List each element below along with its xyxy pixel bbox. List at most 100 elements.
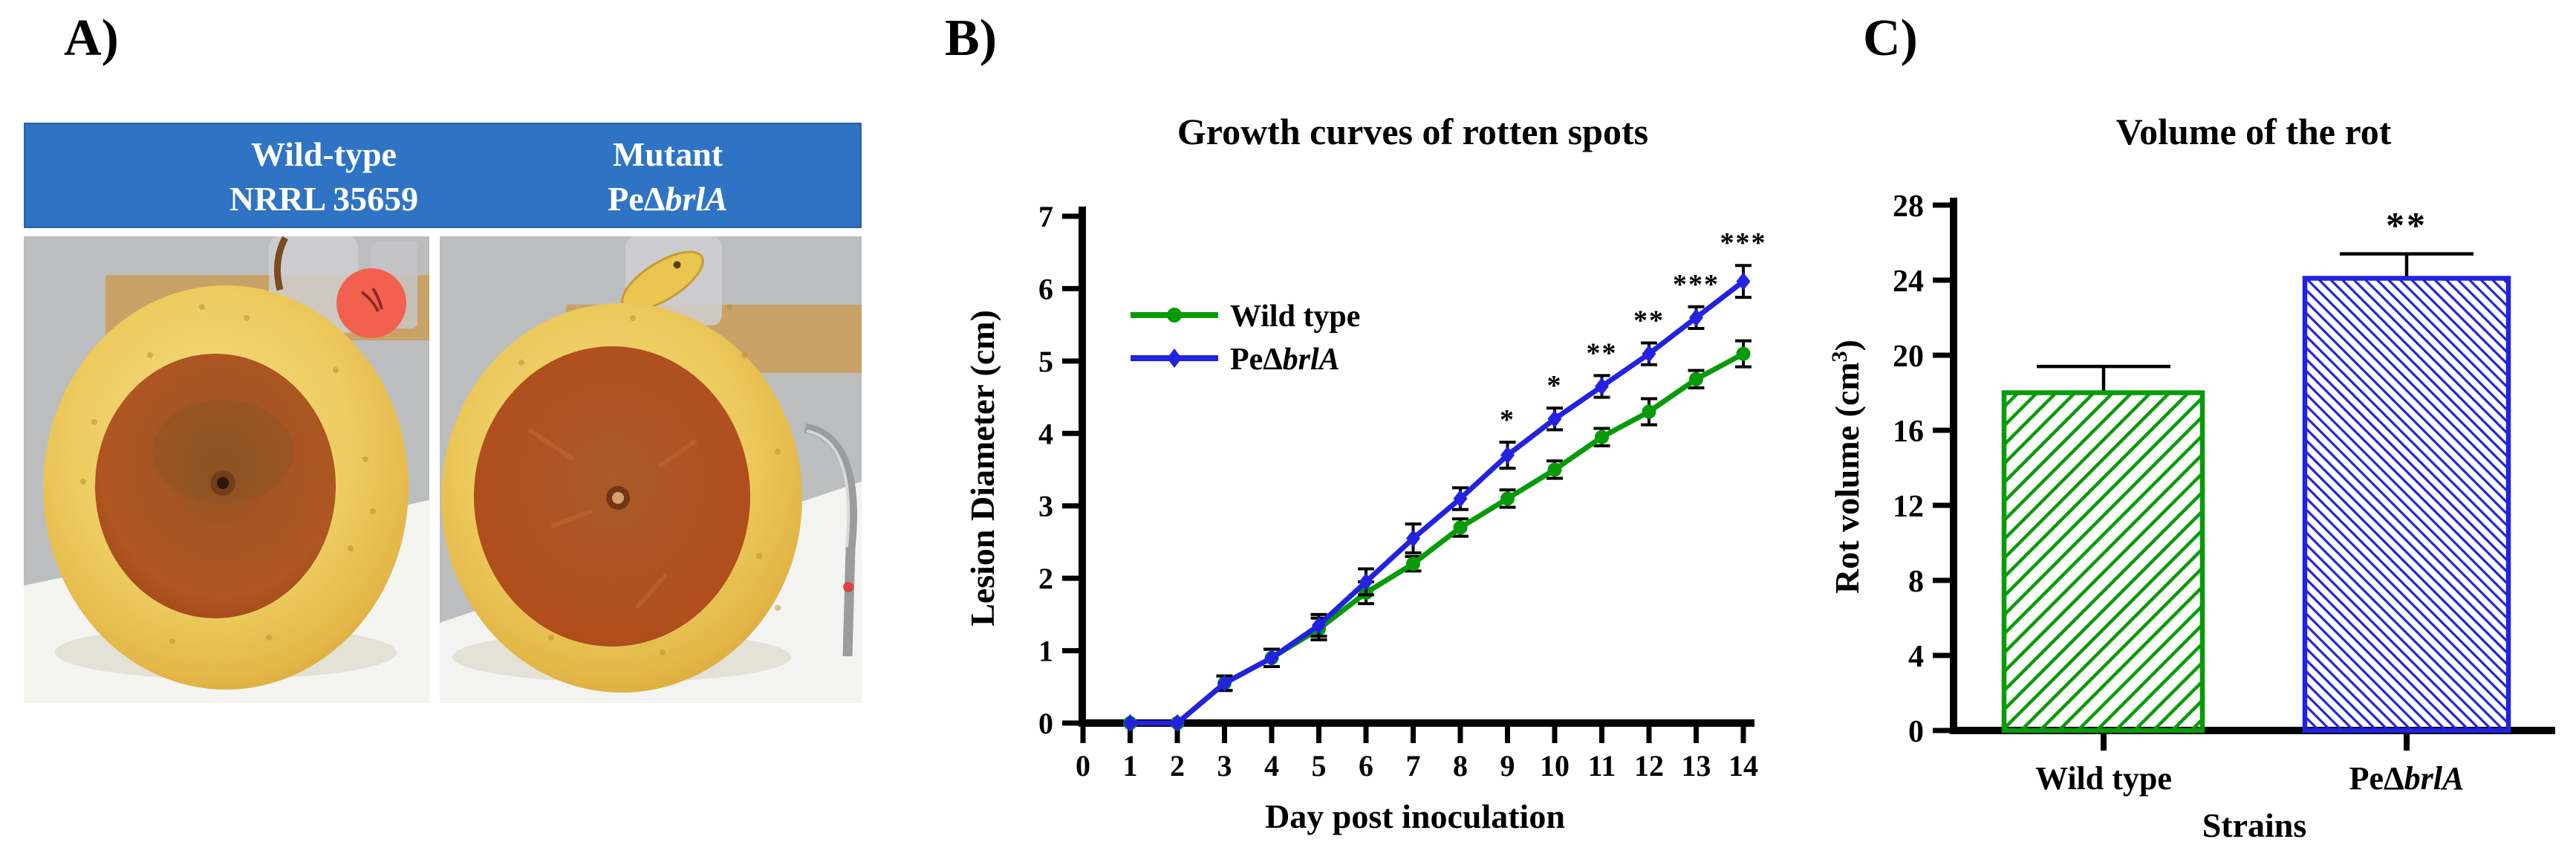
mutant-apple-photo	[440, 236, 862, 703]
rot-dark-patch	[152, 400, 293, 504]
header-mutant-strain: PeΔbrlA	[608, 179, 728, 218]
x-axis-title: Strains	[2202, 806, 2307, 844]
significance-stars: *	[1500, 404, 1515, 435]
data-point	[1547, 462, 1562, 477]
red-laser-dot	[843, 582, 853, 592]
y-tick-label: 20	[1893, 340, 1924, 374]
data-point	[1736, 272, 1751, 291]
x-tick-label: 2	[1170, 749, 1185, 783]
legend-entry: Wild type	[1131, 299, 1360, 334]
data-point	[1359, 573, 1373, 592]
data-point	[1312, 616, 1326, 635]
y-axis-title: Lesion Diameter (cm)	[963, 310, 1001, 626]
x-tick-label: 7	[1406, 749, 1421, 783]
series-line	[1130, 279, 1746, 726]
inoculation-dot	[612, 492, 624, 504]
data-point	[1406, 529, 1420, 548]
wild-type-bar	[2001, 390, 2205, 733]
strain-header-bar	[24, 123, 862, 228]
y-tick-label: 7	[1038, 200, 1053, 233]
x-tick-label: 6	[1359, 749, 1373, 783]
rot-wrinkles	[527, 427, 697, 609]
y-tick-label: 5	[1038, 345, 1053, 378]
x-tick-label: 13	[1682, 749, 1711, 783]
data-point	[1736, 346, 1751, 361]
chrome-handle	[804, 423, 857, 657]
significance-stars: **	[1633, 305, 1665, 336]
panel-c-label: C)	[1863, 10, 1918, 67]
panel-a-label: A)	[64, 10, 119, 67]
legend-marker-diamond	[1167, 349, 1182, 368]
y-tick-label: 4	[1908, 640, 1924, 674]
significance-stars: ***	[1673, 269, 1720, 300]
header-mutant-line1: Mutant	[612, 135, 723, 173]
sticker-writing	[360, 287, 383, 312]
x-tick-label: 11	[1588, 749, 1616, 783]
legend-label: PeΔbrlA	[1230, 343, 1340, 377]
legend-label: Wild type	[1230, 299, 1360, 334]
y-tick-label: 12	[1893, 490, 1924, 524]
x-tick-label: 9	[1500, 749, 1515, 783]
data-point	[1406, 557, 1420, 571]
y-tick-label: 24	[1893, 265, 1924, 299]
x-tick-label: 3	[1217, 749, 1232, 783]
rot-volume-chart: 0 4 8 12 16 20 24 28 Rot volume (cm3) Wild type **…	[1827, 189, 2555, 844]
mutant-series: ************	[1123, 227, 1767, 732]
y-tick-label: 6	[1038, 272, 1053, 305]
x-tick-label: 12	[1634, 749, 1664, 783]
significance-stars: **	[2386, 204, 2427, 246]
data-point	[1453, 489, 1468, 508]
data-point	[1689, 372, 1703, 386]
header-wildtype-line2: NRRL 35659	[229, 179, 419, 218]
x-axis-title: Day post inoculation	[1265, 797, 1565, 835]
data-point	[1642, 404, 1656, 419]
significance-stars: *	[1547, 370, 1563, 401]
x-tick-label: 0	[1076, 749, 1090, 783]
data-point	[1642, 345, 1656, 363]
wildtype-apple-photo	[24, 236, 429, 703]
bar-chart-title: Volume of the rot	[2115, 111, 2392, 152]
data-point	[1547, 409, 1562, 428]
x-tick-label: 4	[1264, 749, 1279, 783]
x-tick-label: 1	[1123, 749, 1138, 783]
y-axis-title: Rot volume (cm3)	[1827, 340, 1866, 594]
x-tick-label: 10	[1540, 749, 1570, 783]
line-chart-title: Growth curves of rotten spots	[1177, 111, 1649, 152]
legend-entry: PeΔbrlA	[1131, 343, 1340, 377]
y-tick-label: 4	[1038, 417, 1053, 450]
data-point	[1264, 649, 1279, 667]
data-point	[1170, 714, 1185, 732]
wild-type-series	[1123, 339, 1752, 730]
y-tick-label: 0	[1038, 707, 1053, 740]
data-point	[1500, 446, 1515, 464]
y-tick-label: 0	[1908, 715, 1924, 749]
panel-b-label: B)	[945, 10, 997, 67]
data-point	[1500, 491, 1515, 506]
data-point	[1453, 520, 1468, 535]
apple-freckles	[489, 304, 781, 655]
y-tick-label: 16	[1893, 415, 1924, 449]
x-tick-label: 8	[1453, 749, 1468, 783]
mutant-bar	[2302, 276, 2511, 733]
y-tick-label: 3	[1038, 490, 1053, 523]
category-label: PeΔbrlA	[2349, 760, 2465, 797]
y-tick-label: 2	[1038, 562, 1053, 595]
apple-stem	[273, 236, 289, 291]
significance-stars: **	[1587, 337, 1618, 369]
data-point	[1595, 377, 1609, 395]
x-tick-label: 5	[1312, 749, 1327, 783]
x-tick-label: 14	[1728, 749, 1758, 783]
significance-stars: ***	[1720, 227, 1767, 259]
inoculation-hole	[217, 477, 229, 489]
y-tick-label: 8	[1908, 565, 1924, 599]
category-label: Wild type	[2035, 760, 2172, 797]
data-point	[1217, 674, 1232, 693]
header-mutant-label: Mutant PeΔbrlA	[608, 132, 728, 221]
header-wildtype-line1: Wild-type	[251, 135, 397, 173]
y-tick-label: 1	[1038, 635, 1053, 668]
y-tick-label: 28	[1893, 189, 1924, 224]
legend-marker-circle	[1167, 308, 1182, 323]
data-point	[1123, 714, 1137, 732]
